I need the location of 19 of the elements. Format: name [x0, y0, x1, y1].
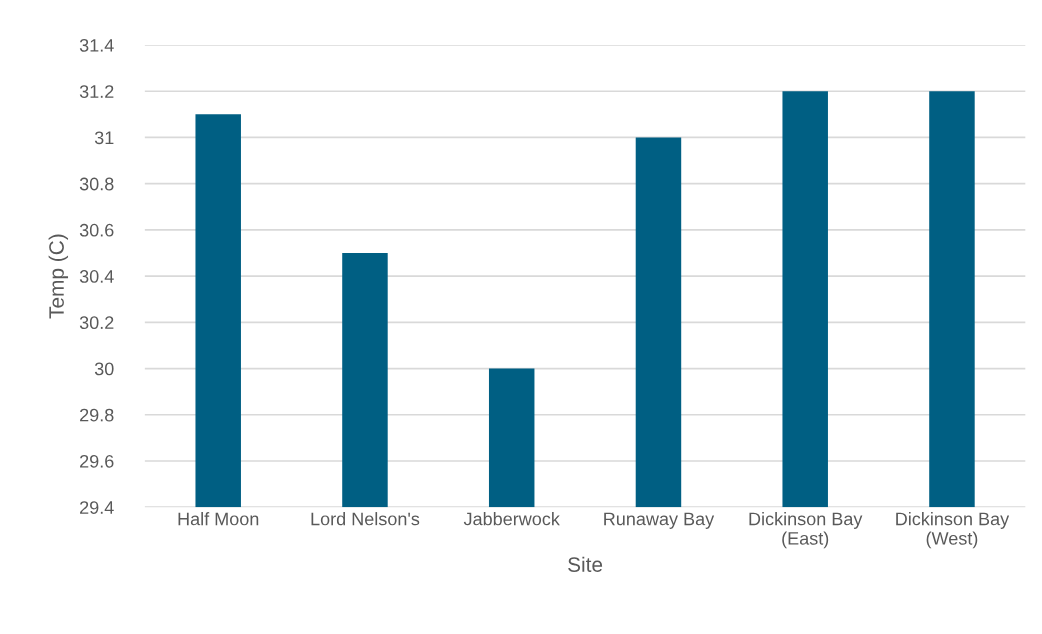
- y-tick-label: 31: [94, 131, 114, 145]
- y-axis-title: Temp (C): [48, 234, 69, 319]
- x-tick-label: Jabberwock: [463, 512, 560, 526]
- x-tick-label: Half Moon: [178, 512, 259, 526]
- y-tick-label: 31.2: [79, 85, 114, 98]
- y-tick-label: 29.4: [80, 501, 114, 514]
- x-tick-label: Runaway Bay: [604, 512, 715, 529]
- x-tick-label: Dickinson Bay (East): [749, 512, 863, 549]
- y-tick-label: 31.4: [79, 38, 114, 52]
- y-tick-label: 29.8: [80, 408, 114, 422]
- x-axis-title: Site: [568, 556, 603, 572]
- x-tick-label: Lord Nelson's: [311, 512, 420, 526]
- y-tick-label: 30.4: [79, 270, 114, 283]
- y-tick-label: 30.8: [79, 177, 114, 191]
- y-tick-label: 30: [94, 362, 114, 376]
- x-tick-label: Dickinson Bay (West): [896, 512, 1010, 549]
- y-tick-label: 29.6: [80, 454, 114, 468]
- y-tick-label: 30.2: [79, 316, 114, 330]
- y-tick-label: 30.6: [79, 223, 114, 237]
